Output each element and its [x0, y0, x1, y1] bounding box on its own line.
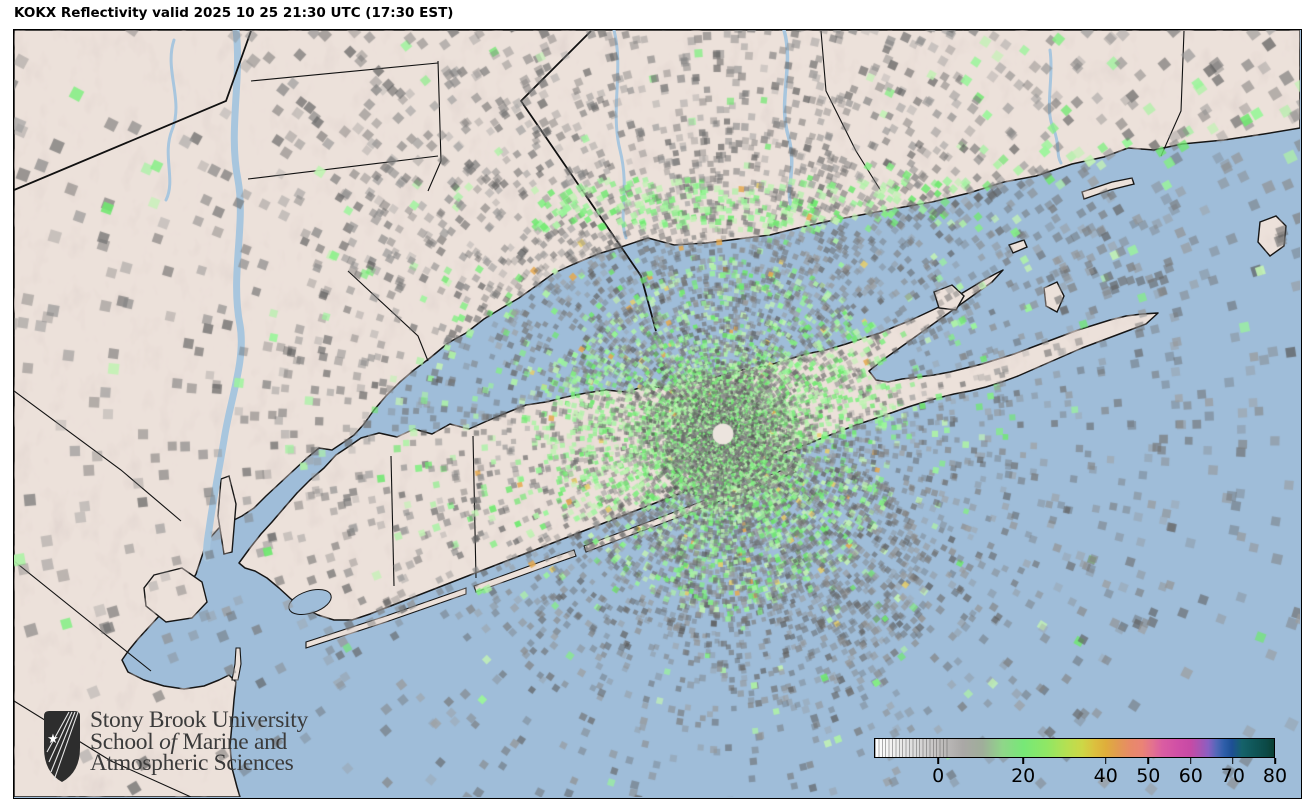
colorbar-tick: [1232, 758, 1234, 764]
colorbar-gradient: [874, 738, 1275, 758]
colorbar-segment-stripes: [875, 739, 950, 757]
colorbar-tick-label: 80: [1262, 765, 1288, 787]
colorbar-tick: [1104, 758, 1107, 764]
stony-brook-logo: ★ Stony Brook University School of Marin…: [42, 707, 308, 784]
colorbar-tick-label: 50: [1136, 765, 1161, 787]
map-area: ★ Stony Brook University School of Marin…: [14, 30, 1300, 797]
sbu-shield-icon: ★: [44, 711, 80, 782]
colorbar-tick-label: 60: [1178, 765, 1203, 787]
colorbar-tick: [1189, 758, 1192, 764]
colorbar-tick: [1274, 758, 1276, 764]
colorbar-tick: [937, 758, 939, 764]
page-title: KOKX Reflectivity valid 2025 10 25 21:30…: [14, 5, 454, 21]
colorbar-tick-label: 0: [932, 765, 945, 787]
colorbar-tick-label: 70: [1220, 765, 1245, 787]
colorbar-tick: [1022, 758, 1024, 764]
logo-text: Stony Brook University School of Marine …: [90, 707, 308, 776]
colorbar-tick: [1147, 758, 1150, 764]
map-frame: ★ Stony Brook University School of Marin…: [13, 29, 1302, 799]
colorbar-tick-label: 40: [1093, 765, 1118, 787]
radar-echo-layer: [14, 30, 1300, 797]
logo-line-1: Stony Brook University: [90, 707, 308, 733]
shield-star: ★: [47, 732, 59, 747]
reflectivity-colorbar: 0 20 40 50 60 70 80: [874, 738, 1287, 787]
colorbar-tick-label: 20: [1011, 765, 1036, 787]
logo-line-3: Atmospheric Sciences: [90, 750, 294, 776]
logo-line-2: School of Marine and: [90, 728, 287, 755]
